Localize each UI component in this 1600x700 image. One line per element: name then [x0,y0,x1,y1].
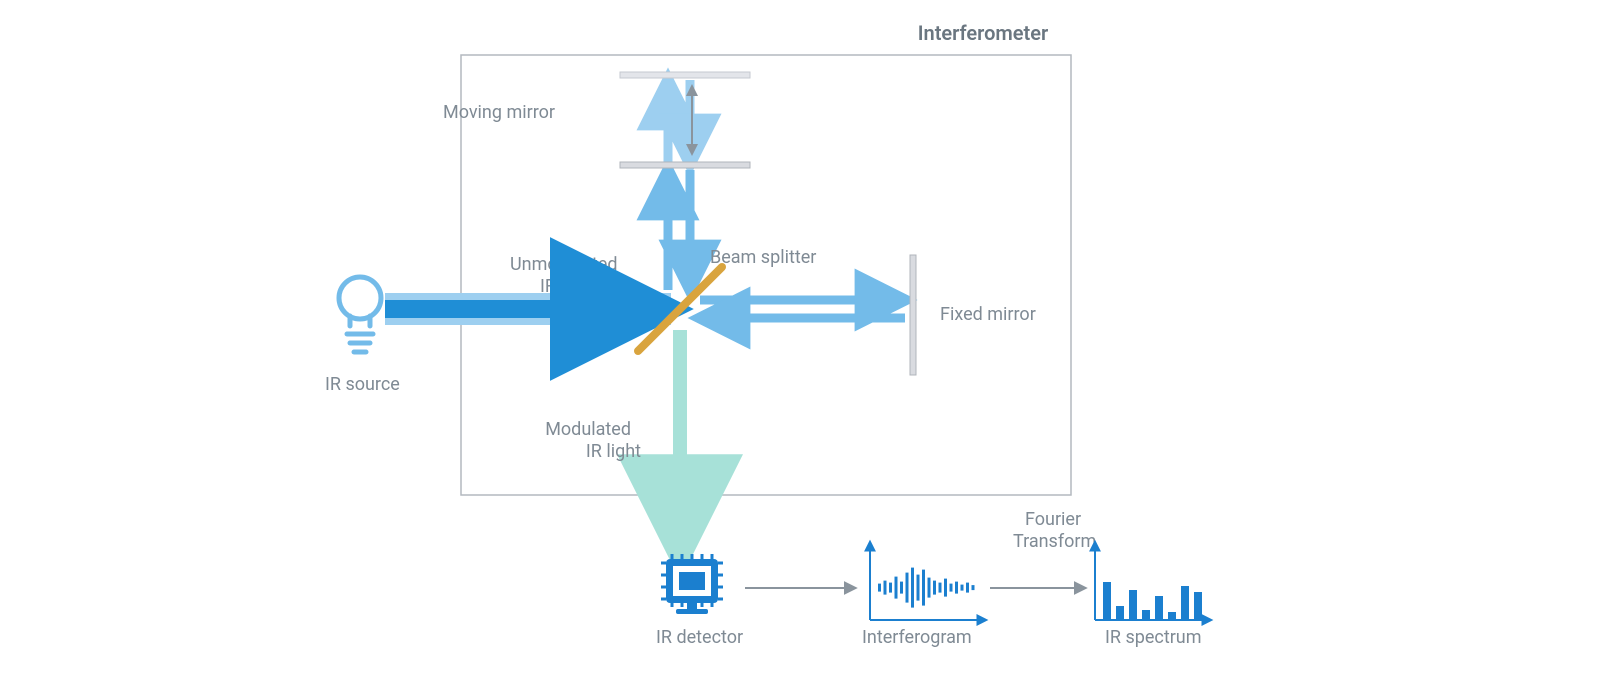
fixed-mirror-label: Fixed mirror [940,304,1036,325]
fixed-mirror-icon [910,255,916,375]
unmodulated-label-1: Unmodulated [510,254,618,275]
interferogram-icon [870,542,986,620]
fourier-label-1: Fourier [1025,509,1081,530]
ir-spectrum-label: IR spectrum [1105,627,1202,648]
modulated-label-1: Modulated [545,419,631,440]
fourier-label-2: Transform [1013,531,1096,552]
ir-source-icon [339,277,381,352]
moving-mirror-top [620,72,750,78]
ir-spectrum-icon [1095,542,1211,620]
moving-mirror-label: Moving mirror [443,102,555,123]
modulated-label-2: IR light [586,441,641,462]
beam-splitter-label: Beam splitter [710,247,816,268]
diagram: Interferometer IR source Unmodulated IR … [0,0,1600,700]
interferogram-label: Interferogram [862,627,972,648]
moving-mirror-bottom [620,162,750,168]
interferometer-title: Interferometer [918,21,1048,45]
ir-detector-label: IR detector [656,627,743,648]
ir-detector-icon [661,554,723,614]
ir-source-label: IR source [325,374,400,395]
